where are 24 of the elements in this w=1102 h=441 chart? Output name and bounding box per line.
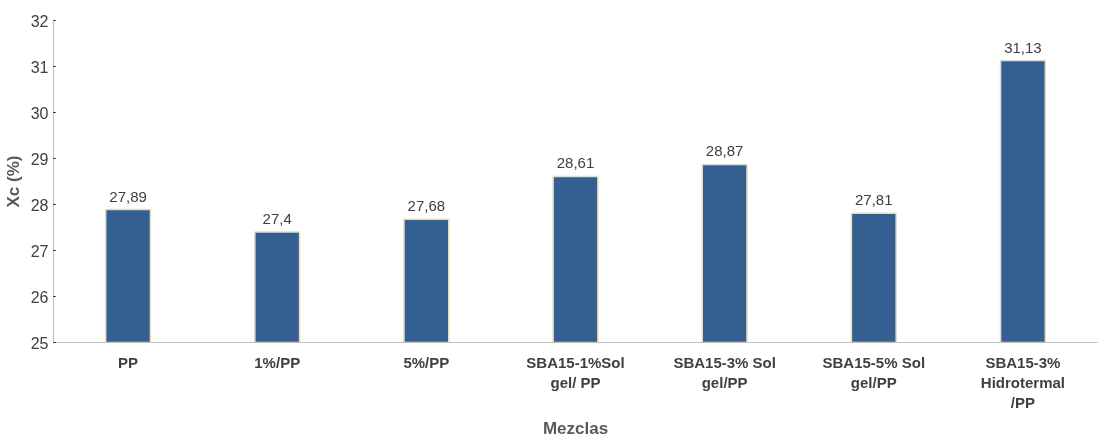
data-label: 28,87 bbox=[705, 142, 744, 160]
y-axis-title: Xc (%) bbox=[3, 155, 23, 208]
y-tick-label: 32 bbox=[30, 12, 49, 30]
x-tick-label: SBA15-5% Sol gel/PP bbox=[822, 353, 926, 391]
data-label: 27,89 bbox=[109, 187, 147, 205]
y-tick-label: 29 bbox=[30, 150, 49, 168]
y-tick-label: 28 bbox=[30, 196, 49, 214]
data-label: 27,68 bbox=[407, 197, 446, 215]
y-tick-label: 25 bbox=[30, 334, 49, 352]
data-label: 27,81 bbox=[855, 191, 893, 209]
y-tick-label: 31 bbox=[30, 58, 49, 76]
data-label: 28,61 bbox=[556, 154, 595, 172]
y-tick-label: 26 bbox=[30, 288, 49, 306]
x-tick-label: SBA15-1%Sol gel/ PP bbox=[526, 353, 625, 391]
data-label: 31,13 bbox=[1004, 38, 1042, 56]
x-tick-label: SBA15-3% Hidrotermal /PP bbox=[980, 353, 1066, 412]
x-tick-label: SBA15-3% Sol gel/PP bbox=[673, 353, 776, 391]
data-label: 27,4 bbox=[262, 210, 292, 228]
x-tick-label: PP bbox=[118, 353, 139, 371]
x-tick-label: 1%/PP bbox=[254, 353, 301, 371]
x-axis-title: Mezclas bbox=[542, 419, 609, 439]
y-tick-label: 30 bbox=[30, 104, 49, 122]
y-tick-label: 27 bbox=[30, 242, 49, 260]
x-tick-label: 5%/PP bbox=[403, 353, 450, 371]
